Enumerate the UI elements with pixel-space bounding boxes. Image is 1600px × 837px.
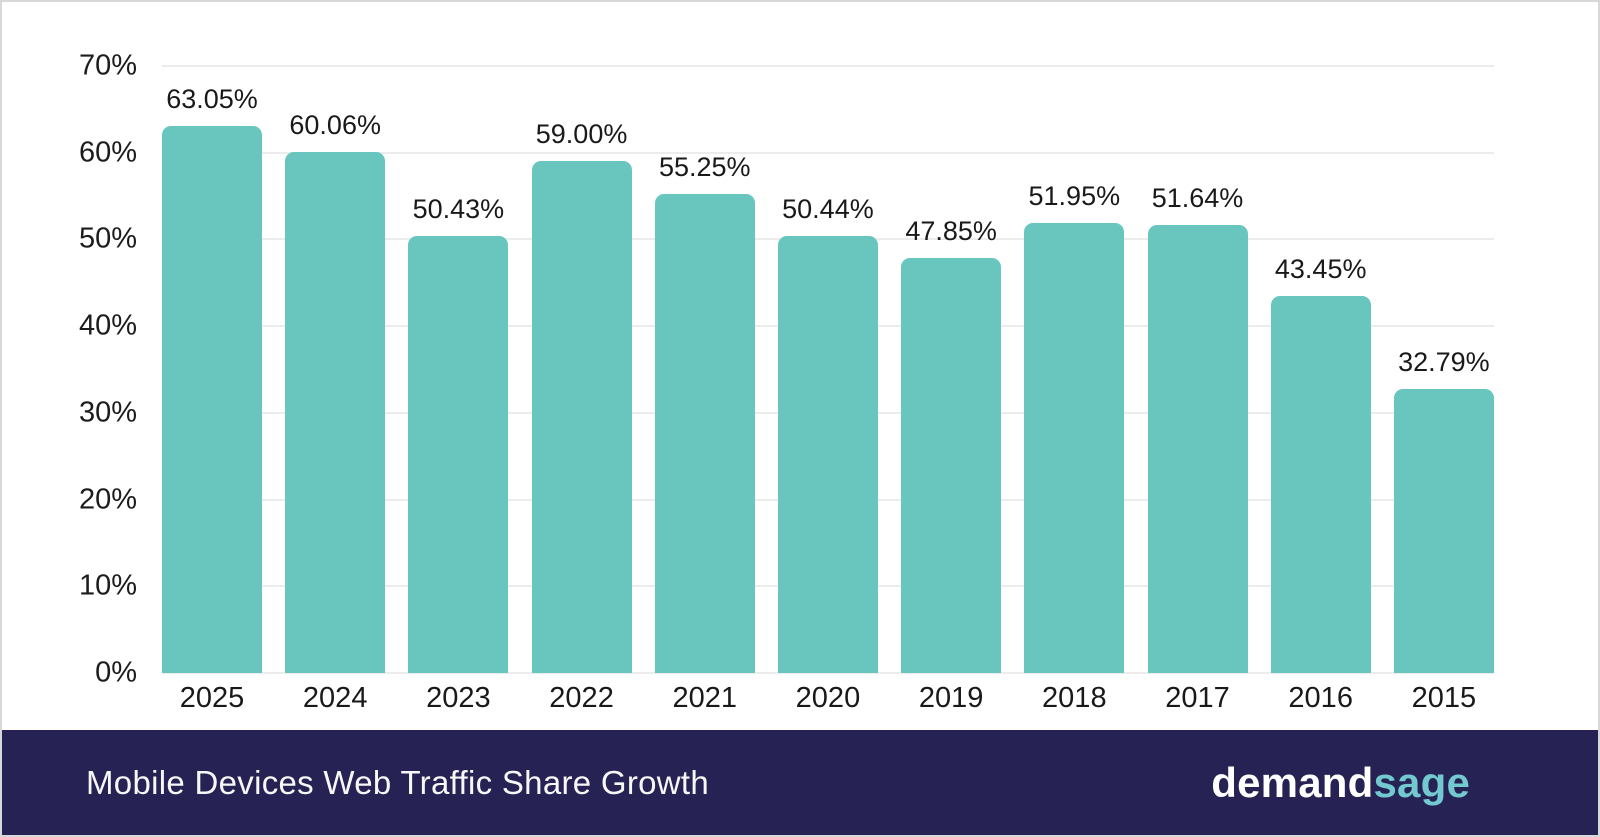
bar — [162, 126, 262, 673]
bar-column: 47.85% 2019 — [901, 66, 1002, 714]
x-axis-tick-label: 2024 — [302, 682, 368, 714]
bar-column: 59.00% 2022 — [531, 66, 632, 714]
bar-column: 63.05% 2025 — [162, 66, 262, 714]
demandsage-logo: demandsage — [1211, 759, 1470, 807]
bar-column: 32.79% 2015 — [1393, 66, 1494, 714]
bar-series: 63.05% 2025 60.06% 2024 50.43% 2023 59.00% 2022… — [162, 66, 1494, 714]
y-axis-tick-label: 10% — [78, 569, 137, 602]
chart-region: 70% 60% 50% 40% 30% 20% 10% 0% 63.05% 2025 60.06% 2… — [2, 2, 1598, 732]
y-axis-tick-label: 20% — [78, 483, 137, 516]
x-axis-tick-label: 2017 — [1165, 682, 1230, 714]
bar — [1024, 222, 1125, 673]
bar — [654, 193, 755, 673]
bar — [777, 235, 878, 673]
x-axis-tick-label: 2016 — [1288, 682, 1353, 714]
logo-text-demand: demand — [1211, 758, 1374, 806]
y-axis-tick-label: 0% — [95, 656, 137, 689]
footer-bar: Mobile Devices Web Traffic Share Growth … — [2, 730, 1598, 835]
x-axis-tick-label: 2018 — [1042, 682, 1107, 714]
plot-area: 70% 60% 50% 40% 30% 20% 10% 0% 63.05% 2025 60.06% 2… — [79, 50, 1494, 714]
bar-value-label: 63.05% — [166, 84, 258, 115]
gridline — [162, 65, 1494, 67]
y-axis-tick-label: 30% — [78, 396, 137, 429]
bar-column: 60.06% 2024 — [285, 66, 386, 714]
bar — [531, 161, 632, 673]
bar — [285, 152, 386, 673]
gridline — [162, 151, 1494, 154]
bar — [901, 258, 1002, 673]
chart-title: Mobile Devices Web Traffic Share Growth — [86, 763, 710, 801]
logo-text-sage: sage — [1373, 758, 1470, 806]
bar-column: 43.45% 2016 — [1270, 66, 1371, 714]
y-axis-tick-label: 60% — [78, 136, 137, 169]
bar — [1270, 296, 1371, 673]
y-axis-tick-label: 50% — [78, 222, 137, 255]
bar-column: 51.64% 2017 — [1147, 66, 1248, 714]
bar-value-label: 50.43% — [412, 193, 505, 224]
bar-column: 51.95% 2018 — [1024, 66, 1125, 714]
x-axis-tick-label: 2021 — [672, 682, 738, 714]
x-axis-tick-label: 2019 — [918, 682, 984, 714]
y-axis-tick-label: 40% — [78, 309, 137, 342]
x-axis-tick-label: 2020 — [795, 682, 861, 714]
bar — [1393, 388, 1494, 673]
x-axis-tick-label: 2015 — [1411, 682, 1477, 714]
bar-value-label: 47.85% — [905, 216, 997, 247]
bar-column: 50.43% 2023 — [408, 66, 509, 714]
bar-column: 50.44% 2020 — [777, 66, 878, 714]
x-axis-tick-label: 2023 — [426, 682, 491, 714]
bar-value-label: 43.45% — [1274, 254, 1367, 285]
y-axis-tick-label: 70% — [78, 49, 137, 82]
bar-column: 55.25% 2021 — [654, 66, 755, 714]
bar — [1147, 225, 1248, 673]
bar-value-label: 51.64% — [1151, 183, 1244, 214]
x-axis-tick-label: 2022 — [549, 682, 614, 714]
gridline — [162, 672, 1494, 674]
bar-value-label: 55.25% — [658, 151, 751, 182]
bar-value-label: 50.44% — [782, 193, 874, 224]
bar-value-label: 60.06% — [289, 110, 381, 141]
bar — [408, 235, 509, 673]
bar-value-label: 59.00% — [535, 119, 628, 150]
bar-value-label: 51.95% — [1028, 180, 1121, 211]
x-axis-tick-label: 2025 — [179, 682, 245, 714]
bar-value-label: 32.79% — [1398, 346, 1490, 377]
